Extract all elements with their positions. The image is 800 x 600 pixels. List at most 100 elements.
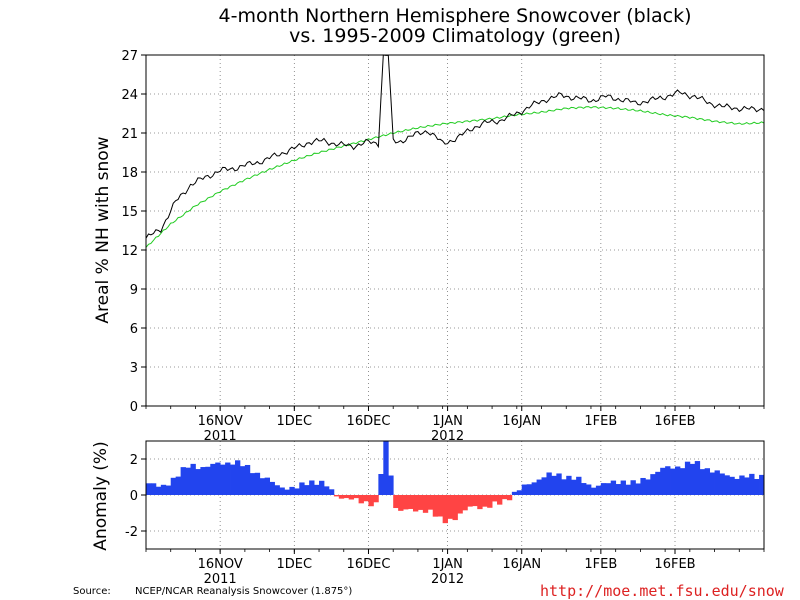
anomaly-bar [590, 487, 597, 495]
anomaly-bar [254, 472, 261, 495]
anomaly-bar [605, 483, 612, 495]
anomaly-bar [383, 441, 389, 495]
anomaly-bar [704, 468, 711, 495]
anomaly-bar [477, 495, 483, 510]
anomaly-bar [620, 480, 626, 495]
main-xtick-label: 1FEB [584, 414, 617, 429]
anomaly-xtick-label: 16NOV [198, 557, 243, 572]
anomaly-bar [709, 472, 715, 495]
anomaly-bar [472, 495, 478, 507]
main-xtick-sublabel: 2011 [204, 429, 237, 444]
anomaly-bar [338, 495, 345, 499]
anomaly-bar [412, 495, 419, 512]
anomaly-bar [408, 495, 414, 509]
chart-title-line2: vs. 1995-2009 Climatology (green) [289, 25, 621, 47]
main-xtick-label: 1DEC [277, 414, 313, 429]
anomaly-bar [506, 495, 513, 501]
anomaly-bar [244, 464, 251, 495]
anomaly-bar [190, 463, 196, 495]
anomaly-bar [393, 495, 399, 509]
anomaly-ytick-label: 0 [130, 489, 138, 504]
anomaly-bar [309, 480, 315, 495]
anomaly-ytick-label: 2 [130, 453, 138, 468]
anomaly-xtick-label: 1FEB [584, 557, 617, 572]
anomaly-bar [417, 495, 424, 510]
anomaly-bar [566, 475, 572, 495]
anomaly-bar [175, 476, 181, 495]
anomaly-bar [348, 495, 355, 500]
anomaly-bar [437, 495, 444, 517]
anomaly-bar [595, 485, 602, 495]
anomaly-bar [150, 483, 157, 495]
anomaly-bar [269, 481, 275, 495]
anomaly-xtick-label: 16DEC [347, 557, 391, 572]
anomaly-bar [655, 471, 661, 495]
anomaly-bar [581, 483, 587, 495]
anomaly-xtick-label: 16FEB [654, 557, 695, 572]
anomaly-bar [427, 495, 434, 510]
anomaly-bar [625, 484, 631, 495]
anomaly-bar [645, 479, 651, 495]
anomaly-bar [249, 473, 256, 495]
anomaly-bar [398, 495, 404, 511]
anomaly-bar [452, 495, 458, 521]
anomaly-bar [630, 480, 636, 495]
anomaly-bar [546, 472, 552, 495]
anomaly-bar [447, 495, 453, 519]
anomaly-xtick-sublabel: 2011 [204, 572, 237, 587]
main-plot-frame [145, 54, 765, 407]
anomaly-bar [650, 474, 656, 495]
anomaly-bar [195, 469, 201, 495]
anomaly-bar [220, 464, 226, 495]
series-line-observed [145, 54, 765, 239]
anomaly-xtick-label: 1JAN [432, 557, 463, 572]
main-xtick-label: 16JAN [502, 414, 541, 429]
series-line-climatology [145, 106, 765, 248]
anomaly-bar [146, 483, 152, 495]
main-xtick-sublabel: 2012 [431, 429, 464, 444]
anomaly-bar [739, 475, 745, 495]
anomaly-bar [160, 484, 167, 495]
anomaly-bar [462, 495, 468, 511]
anomaly-bar [170, 477, 177, 495]
anomaly-bar [215, 462, 221, 495]
anomaly-bar [155, 486, 162, 495]
anomaly-bar [205, 466, 211, 495]
main-ytick-label: 15 [121, 205, 138, 220]
anomaly-bar [200, 467, 206, 495]
anomaly-bar [615, 484, 622, 495]
anomaly-bar [526, 484, 533, 495]
chart-title-line1: 4-month Northern Hemisphere Snowcover (b… [219, 5, 692, 27]
anomaly-bar [610, 480, 617, 495]
anomaly-xtick-label: 16JAN [502, 557, 541, 572]
main-ytick-label: 3 [130, 361, 138, 376]
anomaly-bar [487, 495, 493, 508]
main-ytick-label: 21 [121, 127, 138, 142]
anomaly-bar [225, 462, 231, 495]
anomaly-bar [299, 482, 305, 495]
main-ytick-label: 24 [121, 88, 138, 103]
anomaly-bar [531, 482, 537, 495]
anomaly-bar [600, 483, 607, 495]
anomaly-bar [734, 478, 740, 495]
anomaly-bar [388, 475, 394, 495]
anomaly-bar [497, 495, 503, 505]
anomaly-bar [675, 466, 681, 495]
anomaly-bar [679, 468, 686, 495]
anomaly-bar [368, 495, 374, 507]
anomaly-bar [714, 470, 720, 495]
anomaly-bar [363, 495, 369, 502]
source-url[interactable]: http://moe.met.fsu.edu/snow [540, 582, 785, 600]
anomaly-bar [274, 485, 280, 495]
anomaly-bar [457, 495, 463, 514]
anomaly-bar [185, 467, 191, 495]
anomaly-bar [670, 468, 676, 495]
anomaly-bar [319, 480, 325, 495]
anomaly-bar [230, 464, 236, 495]
main-ylabel: Areal % NH with snow [93, 136, 113, 323]
anomaly-bar [180, 467, 186, 495]
anomaly-bar [239, 466, 246, 495]
main-xtick-label: 16NOV [198, 414, 243, 429]
anomaly-bar [541, 477, 547, 495]
